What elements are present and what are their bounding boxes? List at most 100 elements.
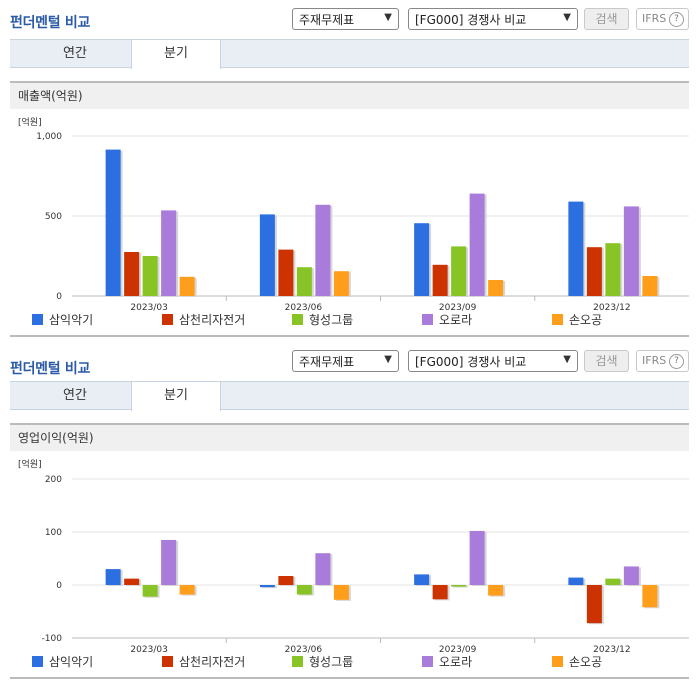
bar[interactable]: [432, 585, 448, 600]
revenue-chart: [억원] 0 500 1,000 2023/03 2023/06 2023/09 2023/1…: [18, 116, 689, 312]
search-button[interactable]: 검색: [584, 350, 629, 372]
legend-item[interactable]: 형성그룹: [292, 653, 353, 671]
bar[interactable]: [586, 585, 602, 624]
bar[interactable]: [414, 574, 430, 585]
legend-swatch: [162, 314, 173, 325]
chart-title: 매출액(억원): [10, 81, 689, 109]
legend-item[interactable]: 형성그룹: [292, 311, 353, 329]
x-tick-label: 2023/06: [285, 645, 323, 655]
bar[interactable]: [105, 149, 121, 296]
legend-item[interactable]: 오로라: [422, 311, 472, 329]
bar[interactable]: [315, 204, 331, 296]
bar[interactable]: [586, 247, 602, 296]
legend-label: 오로라: [439, 313, 473, 327]
bar[interactable]: [469, 530, 485, 585]
bar[interactable]: [568, 201, 584, 296]
bar[interactable]: [278, 575, 294, 585]
bar[interactable]: [296, 267, 312, 296]
bar[interactable]: [432, 264, 448, 296]
legend-swatch: [422, 314, 433, 325]
chevron-down-icon: ▼: [563, 354, 571, 365]
help-icon[interactable]: ?: [669, 12, 684, 27]
y-unit-label: [억원]: [18, 116, 42, 128]
legend-item[interactable]: 삼익악기: [32, 311, 93, 329]
compare-select[interactable]: [FG000] 경쟁사 비교 ▼: [408, 350, 578, 372]
tab-quarterly[interactable]: 분기: [131, 39, 221, 69]
statement-select-value: 주재무제표: [299, 13, 355, 27]
tab-annual[interactable]: 연간: [63, 388, 87, 403]
bar[interactable]: [469, 193, 485, 296]
tab-annual[interactable]: 연간: [63, 46, 87, 61]
bar[interactable]: [451, 246, 467, 296]
statement-select-value: 주재무제표: [299, 355, 355, 369]
bar[interactable]: [488, 585, 504, 596]
bar[interactable]: [124, 578, 140, 585]
legend-label: 오로라: [439, 655, 473, 669]
x-tick-label: 2023/09: [439, 645, 477, 655]
bar[interactable]: [623, 566, 639, 585]
ifrs-button[interactable]: IFRS ?: [636, 350, 689, 372]
statement-select[interactable]: 주재무제표 ▼: [292, 350, 399, 372]
bar[interactable]: [142, 585, 158, 597]
bar[interactable]: [642, 276, 658, 296]
statement-select[interactable]: 주재무제표 ▼: [292, 8, 399, 30]
x-tick-label: 2023/03: [130, 303, 167, 312]
y-tick-label: 1,000: [36, 132, 62, 142]
legend-item[interactable]: 삼익악기: [32, 653, 93, 671]
chevron-down-icon: ▼: [384, 12, 392, 23]
ifrs-label: IFRS: [642, 12, 667, 25]
bar[interactable]: [142, 256, 158, 296]
legend-label: 삼천리자전거: [179, 313, 246, 327]
bar[interactable]: [451, 585, 467, 587]
chevron-down-icon: ▼: [384, 354, 392, 365]
bar[interactable]: [333, 271, 349, 296]
search-button[interactable]: 검색: [584, 8, 629, 30]
bar[interactable]: [105, 569, 121, 585]
compare-select[interactable]: [FG000] 경쟁사 비교 ▼: [408, 8, 578, 30]
legend-item[interactable]: 손오공: [552, 311, 602, 329]
bar[interactable]: [315, 553, 331, 585]
chart-title: 영업이익(억원): [10, 423, 689, 451]
bar[interactable]: [605, 243, 621, 296]
legend-swatch: [32, 656, 43, 667]
legend-label: 삼익악기: [49, 313, 94, 327]
bar[interactable]: [259, 214, 275, 296]
bar[interactable]: [488, 280, 504, 296]
legend-label: 삼천리자전거: [179, 655, 246, 669]
operating-profit-chart: [억원] -100 0 100 200 2023/03 2023/06 2023/09 2023…: [18, 458, 689, 655]
legend-label: 삼익악기: [49, 655, 94, 669]
bar[interactable]: [642, 585, 658, 608]
bar[interactable]: [278, 249, 294, 296]
y-tick-label: 200: [45, 475, 62, 485]
bar[interactable]: [605, 578, 621, 585]
legend-swatch: [552, 314, 563, 325]
compare-select-value: [FG000] 경쟁사 비교: [415, 13, 527, 27]
panel-header: 펀더멘털 비교 주재무제표 ▼ [FG000] 경쟁사 비교 ▼ 검색 IFRS…: [0, 342, 696, 378]
legend-item[interactable]: 오로라: [422, 653, 472, 671]
bar[interactable]: [259, 585, 275, 588]
panel-header: 펀더멘털 비교 주재무제표 ▼ [FG000] 경쟁사 비교 ▼ 검색 IFRS…: [0, 0, 696, 36]
tab-quarterly[interactable]: 분기: [131, 381, 221, 411]
bar[interactable]: [179, 585, 195, 595]
legend-item[interactable]: 삼천리자전거: [162, 311, 245, 329]
bar[interactable]: [124, 252, 140, 296]
bar[interactable]: [296, 585, 312, 595]
panel-title: 펀더멘털 비교: [10, 15, 91, 31]
bar[interactable]: [179, 276, 195, 296]
bar[interactable]: [161, 539, 177, 585]
ifrs-button[interactable]: IFRS ?: [636, 8, 689, 30]
legend-item[interactable]: 손오공: [552, 653, 602, 671]
legend-label: 형성그룹: [309, 313, 354, 327]
divider: [10, 677, 689, 679]
chevron-down-icon: ▼: [563, 12, 571, 23]
bar[interactable]: [568, 577, 584, 585]
x-tick-label: 2023/03: [130, 645, 167, 655]
legend-swatch: [162, 656, 173, 667]
legend-item[interactable]: 삼천리자전거: [162, 653, 245, 671]
help-icon[interactable]: ?: [669, 354, 684, 369]
bar[interactable]: [161, 210, 177, 296]
y-unit-label: [억원]: [18, 458, 42, 470]
bar[interactable]: [414, 223, 430, 296]
bar[interactable]: [333, 585, 349, 600]
bar[interactable]: [623, 206, 639, 296]
